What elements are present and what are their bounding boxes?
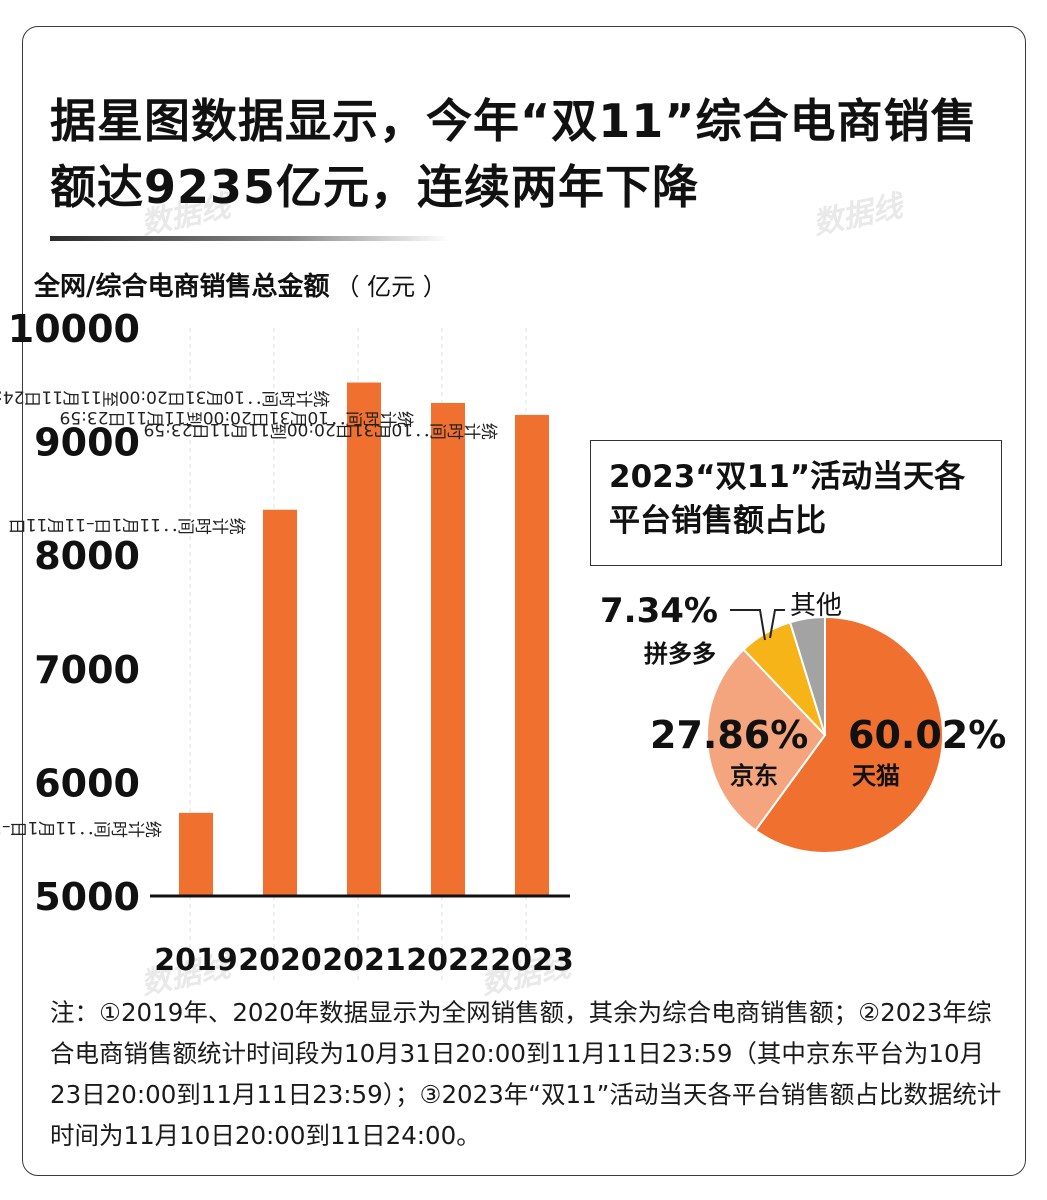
leader-line (730, 609, 766, 641)
pie-category-label: 天猫 (852, 762, 900, 790)
pie-category-label: 其他 (790, 591, 842, 621)
y-tick-label: 5000 (34, 875, 140, 919)
pie-slice-其他 (788, 615, 826, 736)
pie-value-label: 7.34% (600, 591, 718, 631)
pie-value-label: 27.86% (650, 713, 808, 757)
x-tick-label: 2022 (406, 943, 490, 978)
bar-chart: 5000 6000 7000 8000 9000 10000 统计时间：11月1日–11月1… (0, 307, 574, 980)
bar-chart-unit: （ 亿元 ） (335, 273, 447, 301)
bar-2020 (263, 509, 297, 896)
bar-2023 (515, 414, 549, 896)
bar-2019 (179, 812, 213, 896)
leader-line (769, 609, 785, 639)
pie-chart-title-box: 2023“双11”活动当天各平台销售额占比 (590, 440, 1002, 566)
pie-value-label: 60.02% (848, 713, 1006, 757)
pie-chart-title: 2023“双11”活动当天各平台销售额占比 (609, 459, 966, 539)
pie-slice-京东 (706, 648, 827, 832)
x-tick-label: 2023 (490, 943, 574, 978)
bar-note: 统计时间：10月31日20:00至11月11日24:00 (0, 387, 330, 408)
y-tick-label: 9000 (34, 421, 140, 465)
pie-category-label: 拼多多 (644, 640, 716, 668)
x-tick-label: 2020 (238, 943, 322, 978)
footnote: 注：①2019年、2020年数据显示为全网销售额，其余为综合电商销售额；②202… (50, 998, 1002, 1150)
bar-2021 (347, 382, 381, 896)
y-tick-label: 8000 (34, 534, 140, 578)
headline: 据星图数据显示，今年“双11”综合电商销售额达9235亿元，连续两年下降 (50, 94, 978, 214)
bar-note: 统计时间：10月31日20:00到11月11日23:59 (59, 407, 414, 428)
bar-note: 统计时间：11月1日–11月11日 (9, 514, 246, 535)
x-tick-label: 2019 (154, 943, 238, 978)
bar-note: 统计时间：10月31日20:00到11月11日23:59 (143, 419, 498, 440)
bar-chart-title: 全网/综合电商销售总金额（ 亿元 ） (34, 266, 447, 303)
y-tick-label: 10000 (8, 307, 140, 351)
bar-note: 统计时间：11月1日–11月11日 (0, 817, 162, 838)
pie-chart: 60.02% 天猫 27.86% 京东 7.34% 拼多多 其他 (600, 591, 1006, 854)
x-tick-label: 2021 (322, 943, 406, 978)
bar-chart-title-text: 全网/综合电商销售总金额 (34, 272, 330, 302)
bar-2022 (431, 402, 465, 896)
pie-category-label: 京东 (730, 762, 778, 790)
pie-slice-天猫 (754, 615, 944, 854)
headline-rule (50, 236, 450, 241)
y-tick-label: 7000 (34, 648, 140, 692)
y-tick-label: 6000 (34, 761, 140, 805)
